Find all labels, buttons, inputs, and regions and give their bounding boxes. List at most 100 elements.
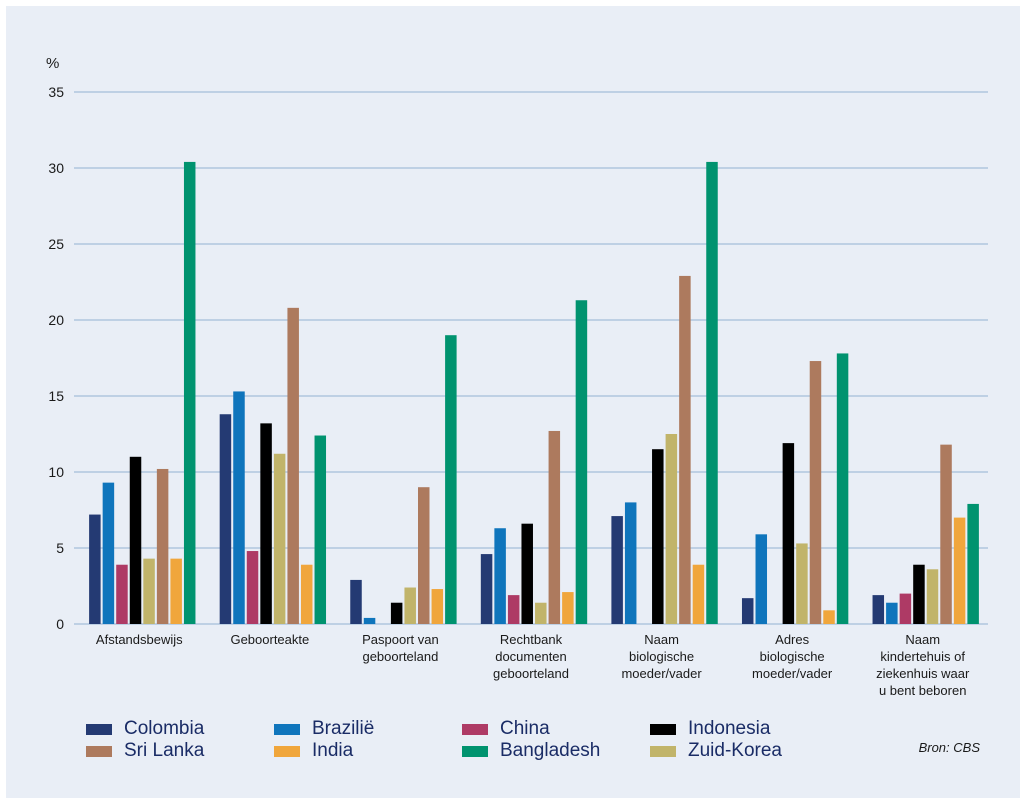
bar-indonesia xyxy=(652,449,664,624)
legend-item: Colombia xyxy=(86,718,274,740)
y-tick-label: 25 xyxy=(48,236,64,252)
bar-brazili- xyxy=(886,602,898,624)
bar-sri-lanka xyxy=(418,487,430,624)
legend-swatch xyxy=(462,723,488,735)
bar-indonesia xyxy=(260,423,272,624)
legend-swatch xyxy=(462,745,488,757)
y-tick-label: 30 xyxy=(48,160,64,176)
legend-label: Bangladesh xyxy=(500,740,601,761)
legend-swatch xyxy=(274,745,300,757)
x-category-label: Naam kindertehuis of ziekenhuis waar u bent… xyxy=(876,632,970,698)
bar-indonesia xyxy=(129,456,142,624)
legend: Colombia Brazilië China Indonesia Sri Lanka I… xyxy=(86,718,806,762)
bar-colombia xyxy=(219,414,232,624)
bar-brazili- xyxy=(624,502,637,624)
bar-china xyxy=(507,595,520,624)
bar-indonesia xyxy=(782,443,795,624)
bar-bangladesh xyxy=(445,335,457,624)
legend-swatch xyxy=(650,745,676,757)
bar-bangladesh xyxy=(836,353,849,624)
bar-china xyxy=(899,593,912,624)
legend-item: Brazilië xyxy=(274,718,462,740)
bar-indonesia xyxy=(390,602,403,624)
x-category-label: Paspoort van geboorteland xyxy=(362,632,439,664)
bar-bangladesh xyxy=(575,300,588,624)
bar-zuid-korea xyxy=(143,558,155,624)
legend-item: Indonesia xyxy=(650,718,838,740)
bar-brazili- xyxy=(494,528,506,624)
legend-item: India xyxy=(274,740,462,762)
legend-item: Bangladesh xyxy=(462,740,650,762)
bar-india xyxy=(170,558,182,624)
chart-panel: % 0 5 10 15 20 25 30 35 Afstandsbewijs Geboorteak… xyxy=(6,6,1020,798)
bar-india xyxy=(953,517,966,624)
legend-item: Zuid-Korea xyxy=(650,740,838,762)
bar-bangladesh xyxy=(706,161,718,625)
legend-swatch xyxy=(86,723,112,735)
legend-swatch xyxy=(274,723,300,735)
bar-india xyxy=(300,564,313,624)
x-category-label: Naam biologische moeder/vader xyxy=(621,632,702,681)
legend-label: India xyxy=(312,740,354,761)
bar-zuid-korea xyxy=(926,569,939,624)
bar-brazili- xyxy=(363,617,376,624)
bar-chart: % 0 5 10 15 20 25 30 35 Afstandsbewijs Geboorteak… xyxy=(46,55,988,698)
bar-indonesia xyxy=(913,564,925,624)
bar-sri-lanka xyxy=(679,275,691,624)
bar-brazili- xyxy=(755,534,768,624)
bar-colombia xyxy=(611,516,623,624)
bar-zuid-korea xyxy=(796,543,808,624)
bar-china xyxy=(246,551,259,624)
x-category-label: Adres biologische moeder/vader xyxy=(752,632,833,681)
y-tick-label: 5 xyxy=(56,540,64,556)
legend-swatch xyxy=(650,723,676,735)
bar-india xyxy=(562,592,574,624)
bar-bangladesh xyxy=(314,435,327,624)
bar-india xyxy=(431,589,444,624)
legend-label: Indonesia xyxy=(688,718,771,739)
legend-swatch xyxy=(86,745,112,757)
bar-sri-lanka xyxy=(940,444,952,624)
y-tick-label: 10 xyxy=(48,464,64,480)
legend-item: Sri Lanka xyxy=(86,740,274,762)
y-tick-label: 15 xyxy=(48,388,64,404)
bar-colombia xyxy=(741,598,754,624)
bar-colombia xyxy=(872,595,885,624)
legend-item: China xyxy=(462,718,650,740)
bar-indonesia xyxy=(521,523,533,624)
y-tick-label: 0 xyxy=(56,616,64,632)
legend-label: China xyxy=(500,718,550,739)
bar-bangladesh xyxy=(967,503,979,624)
bar-zuid-korea xyxy=(665,434,678,624)
bar-zuid-korea xyxy=(273,453,286,624)
bars xyxy=(89,161,979,625)
bar-colombia xyxy=(350,579,362,624)
bar-brazili- xyxy=(233,391,245,624)
x-category-label: Afstandsbewijs xyxy=(96,632,183,647)
bar-sri-lanka xyxy=(809,361,822,624)
legend-label: Colombia xyxy=(124,718,205,739)
legend-label: Zuid-Korea xyxy=(688,740,782,761)
bar-zuid-korea xyxy=(404,587,416,624)
x-category-label: Rechtbank documenten geboorteland xyxy=(493,632,569,681)
legend-label: Sri Lanka xyxy=(124,740,205,761)
bar-bangladesh xyxy=(183,161,196,625)
bar-sri-lanka xyxy=(156,468,169,624)
bar-india xyxy=(823,610,835,624)
source-note: Bron: CBS xyxy=(918,740,980,755)
bar-brazili- xyxy=(102,482,115,624)
y-axis: % 0 5 10 15 20 25 30 35 xyxy=(46,55,64,632)
y-tick-label: 20 xyxy=(48,312,64,328)
x-axis: Afstandsbewijs Geboorteakte Paspoort van ge… xyxy=(96,632,970,698)
bar-colombia xyxy=(480,554,493,624)
bar-colombia xyxy=(89,514,101,624)
legend-label: Brazilië xyxy=(312,718,375,739)
y-tick-label: 35 xyxy=(48,84,64,100)
x-category-label: Geboorteakte xyxy=(230,632,309,647)
bar-sri-lanka xyxy=(548,430,561,624)
bar-china xyxy=(116,564,128,624)
bar-sri-lanka xyxy=(287,307,299,624)
bar-india xyxy=(692,564,705,624)
bar-zuid-korea xyxy=(535,602,547,624)
y-unit-label: % xyxy=(46,55,59,72)
